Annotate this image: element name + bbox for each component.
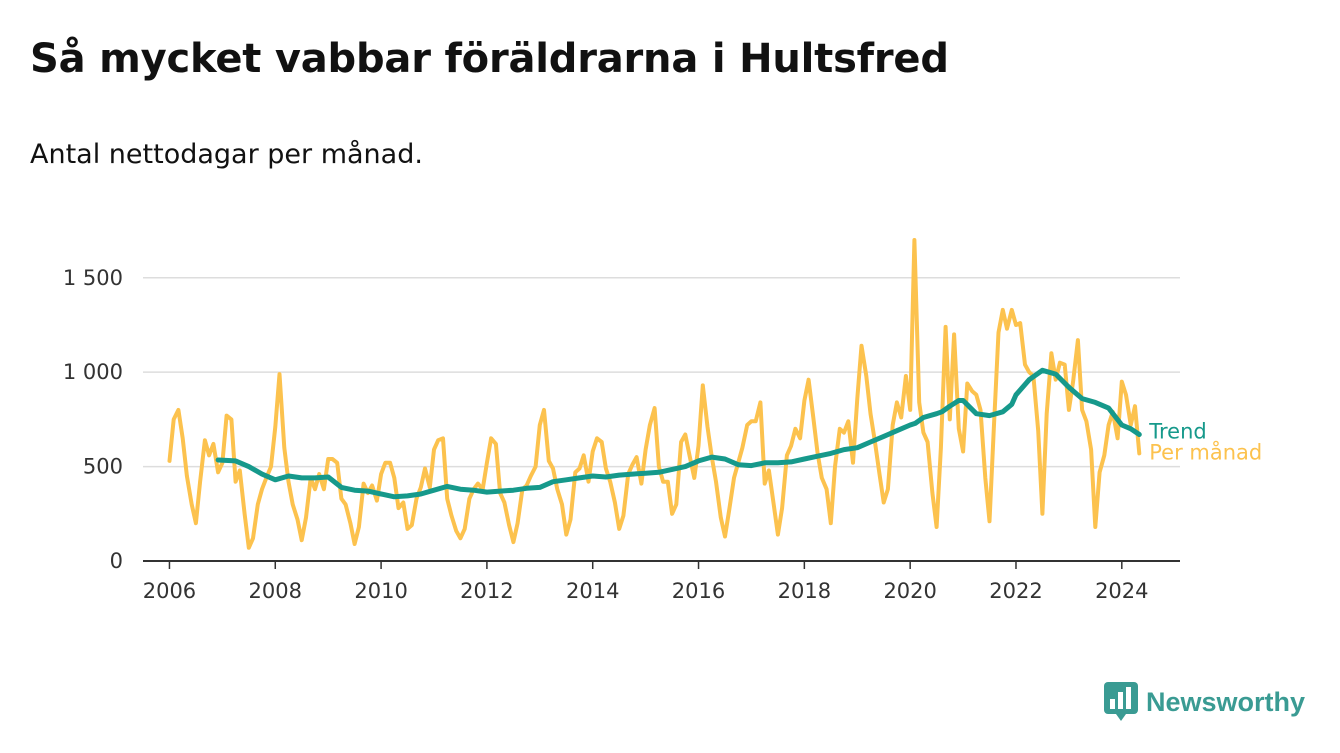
series-lines [167, 238, 1142, 550]
series-label-trend: Trend [1148, 419, 1206, 443]
brand-name: Newsworthy [1146, 686, 1306, 717]
y-tick-label: 1 000 [63, 360, 123, 384]
x-tick-label: 2016 [672, 579, 725, 603]
series-label-per-manad: Per månad [1149, 440, 1262, 465]
y-axis: 0 500 1 000 1 500 [63, 266, 123, 573]
chart-title: Så mycket vabbar föräldrarna i Hultsfred [30, 36, 949, 82]
x-tick-label: 2022 [989, 579, 1042, 603]
x-tick-label: 2020 [883, 579, 936, 603]
grid-lines [143, 277, 1180, 468]
chart-subtitle: Antal nettodagar per månad. [30, 139, 423, 170]
x-tick-label: 2006 [143, 579, 196, 603]
newsworthy-logo-icon [1104, 682, 1138, 721]
y-tick-label: 0 [110, 549, 123, 573]
x-tick-label: 2014 [566, 579, 619, 603]
x-tick-label: 2008 [249, 579, 302, 603]
brand[interactable]: Newsworthy [1104, 682, 1305, 722]
series-line-trend [215, 367, 1142, 500]
series-line-per-manad [167, 238, 1142, 550]
x-tick-label: 2018 [778, 579, 831, 603]
y-tick-label: 500 [83, 455, 123, 479]
x-axis: 2006 2008 2010 2012 2014 2016 2018 2020 2022 2024 [143, 560, 1180, 603]
y-tick-label: 1 500 [63, 266, 123, 290]
x-tick-label: 2012 [460, 579, 513, 603]
x-tick-label: 2024 [1095, 579, 1148, 603]
x-tick-label: 2010 [354, 579, 407, 603]
